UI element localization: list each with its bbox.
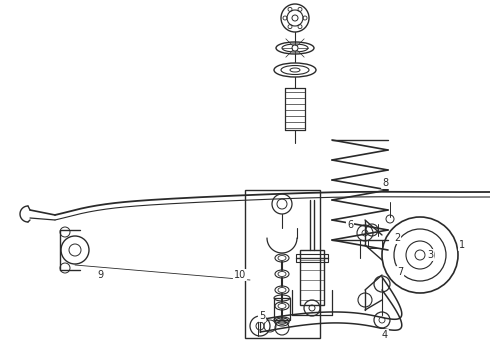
- Bar: [296, 254, 328, 262]
- Bar: [368, 240, 382, 248]
- Text: 10: 10: [234, 270, 246, 280]
- Bar: [245, 190, 320, 338]
- Text: 4: 4: [382, 330, 388, 340]
- Text: 3: 3: [427, 250, 433, 260]
- Bar: [274, 298, 290, 320]
- Text: 1: 1: [459, 240, 465, 250]
- Bar: [300, 250, 324, 305]
- Text: 9: 9: [97, 270, 103, 280]
- Text: 2: 2: [394, 233, 400, 243]
- Text: 5: 5: [259, 311, 265, 321]
- Text: 7: 7: [397, 267, 403, 277]
- Text: 6: 6: [347, 220, 353, 230]
- Text: 8: 8: [382, 178, 388, 188]
